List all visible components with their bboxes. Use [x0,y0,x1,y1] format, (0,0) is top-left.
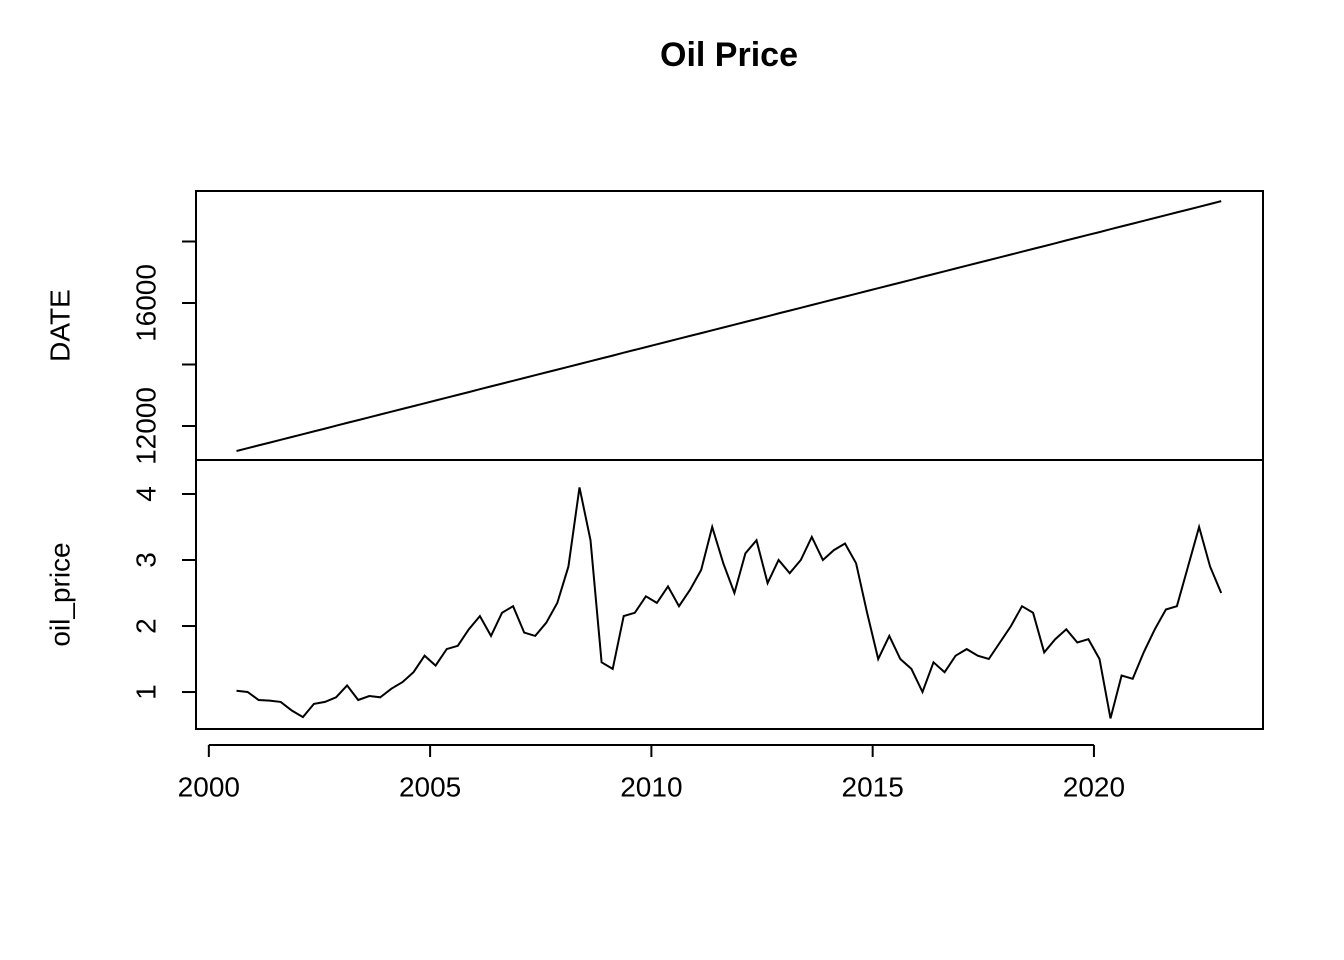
y-tick-label: 2 [130,618,161,634]
x-tick-label: 2020 [1063,771,1125,802]
y-tick-label: 4 [130,486,161,502]
chart-title: Oil Price [660,36,798,74]
x-tick-label: 2005 [399,771,461,802]
y-tick-label: 16000 [130,264,161,342]
panel-frame [195,459,1264,730]
y-axis-label: DATE [44,289,75,362]
y-axis-label: oil_price [44,542,75,646]
y-tick-label: 1 [130,684,161,700]
y-tick-label: 12000 [130,387,161,465]
line-series [236,487,1223,719]
x-tick-label: 2010 [620,771,682,802]
x-tick-label: 2000 [178,771,240,802]
y-tick-label: 3 [130,552,161,568]
line-series [236,200,1222,452]
x-tick-label: 2015 [842,771,904,802]
